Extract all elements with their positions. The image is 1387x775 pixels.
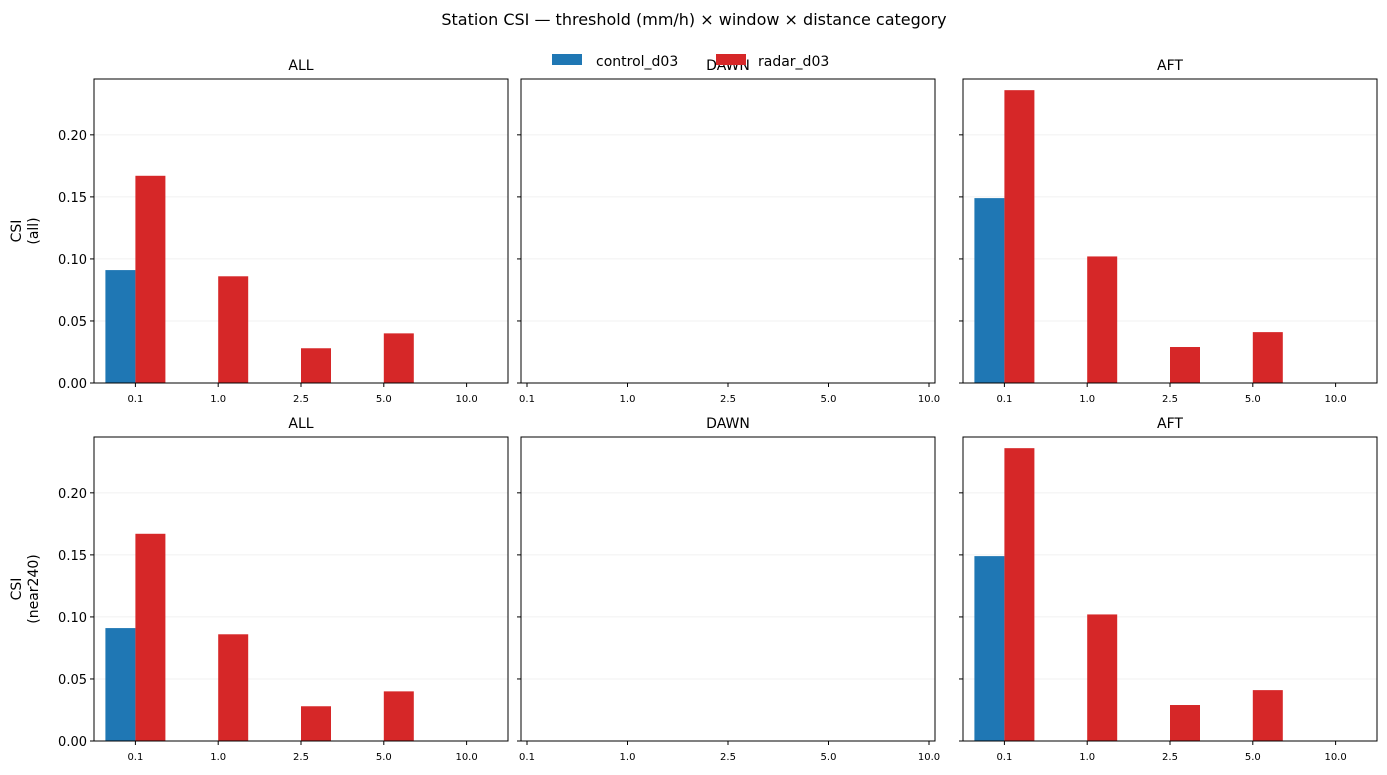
panel-1: 0.1 1.0 2.5 5.0 10.0 0.00 0.05 0.10 0.15 0.20 ALL C… [9, 58, 509, 405]
x-tick-label: 2.5 [293, 752, 309, 763]
x-tick-label: 10.0 [1324, 752, 1346, 763]
legend-swatch-control_d03 [552, 54, 582, 65]
x-tick-label: 10.0 [918, 752, 940, 763]
x-tick-label: 0.1 [127, 394, 143, 405]
y-axis-label-line: CSI [9, 578, 25, 601]
panel-6: 0.1 1.0 2.5 5.0 10.0 AFT [959, 416, 1378, 763]
x-tick-label: 5.0 [376, 394, 392, 405]
x-tick-label: 2.5 [720, 752, 736, 763]
x-tick-label: 5.0 [1245, 394, 1261, 405]
y-axis-label-line: (all) [26, 217, 42, 244]
bar-radar_d03-5.0 [383, 333, 414, 383]
legend-label-radar_d03: radar_d03 [758, 54, 829, 70]
bar-control_d03-0.1 [105, 628, 136, 741]
bar-radar_d03-2.5 [1170, 347, 1200, 383]
x-tick-label: 2.5 [1162, 394, 1178, 405]
bar-radar_d03-0.1 [135, 175, 166, 383]
panel-title: AFT [1157, 416, 1183, 432]
bar-radar_d03-0.1 [1004, 448, 1035, 741]
x-tick-label: 2.5 [293, 394, 309, 405]
panel-3: 0.1 1.0 2.5 5.0 10.0 AFT [959, 58, 1378, 405]
y-tick-label: 0.10 [58, 611, 87, 626]
y-axis-label: CSI(near240) [9, 554, 42, 623]
axes-frame [520, 78, 936, 384]
bar-radar_d03-1.0 [1087, 256, 1118, 383]
x-tick-label: 5.0 [1245, 752, 1261, 763]
y-axis-label: CSI(all) [9, 217, 42, 244]
bar-control_d03-0.1 [105, 270, 136, 383]
x-tick-label: 1.0 [210, 394, 226, 405]
x-tick-label: 1.0 [620, 752, 636, 763]
axes-frame [520, 436, 936, 742]
panel-title: AFT [1157, 58, 1183, 74]
x-tick-label: 1.0 [620, 394, 636, 405]
y-tick-label: 0.20 [58, 129, 87, 144]
x-tick-label: 10.0 [918, 394, 940, 405]
bar-radar_d03-1.0 [1087, 614, 1118, 741]
bar-radar_d03-1.0 [218, 276, 249, 383]
y-axis-label-line: CSI [9, 220, 25, 243]
y-tick-label: 0.15 [58, 191, 87, 206]
x-tick-label: 1.0 [1079, 752, 1095, 763]
y-tick-label: 0.20 [58, 487, 87, 502]
bar-radar_d03-2.5 [301, 348, 331, 383]
bar-radar_d03-1.0 [218, 634, 249, 741]
x-tick-label: 1.0 [210, 752, 226, 763]
x-tick-label: 5.0 [376, 752, 392, 763]
bar-radar_d03-0.1 [135, 533, 166, 741]
legend: control_d03 radar_d03 [552, 54, 829, 70]
panels: 0.1 1.0 2.5 5.0 10.0 0.00 0.05 0.10 0.15 0.20 ALL C… [9, 58, 1378, 763]
y-tick-label: 0.05 [58, 315, 87, 330]
x-tick-label: 0.1 [519, 394, 535, 405]
y-tick-label: 0.00 [58, 377, 87, 392]
bar-radar_d03-5.0 [383, 691, 414, 741]
bar-radar_d03-2.5 [301, 706, 331, 741]
bar-radar_d03-0.1 [1004, 90, 1035, 383]
bar-radar_d03-5.0 [1252, 690, 1283, 741]
y-tick-label: 0.10 [58, 253, 87, 268]
y-tick-label: 0.15 [58, 549, 87, 564]
x-tick-label: 0.1 [996, 394, 1012, 405]
x-tick-label: 10.0 [455, 394, 477, 405]
panel-5: 0.1 1.0 2.5 5.0 10.0 DAWN [517, 416, 940, 763]
bar-control_d03-0.1 [974, 556, 1005, 741]
legend-label-control_d03: control_d03 [596, 54, 678, 70]
panel-title: ALL [288, 416, 313, 432]
bar-control_d03-0.1 [974, 198, 1005, 383]
x-tick-label: 0.1 [519, 752, 535, 763]
panel-4: 0.1 1.0 2.5 5.0 10.0 0.00 0.05 0.10 0.15 0.20 ALL C… [9, 416, 509, 763]
y-axis-label-line: (near240) [26, 554, 42, 623]
y-tick-label: 0.00 [58, 735, 87, 750]
x-tick-label: 0.1 [127, 752, 143, 763]
figure-title: Station CSI — threshold (mm/h) × window … [441, 10, 946, 29]
x-tick-label: 5.0 [821, 752, 837, 763]
x-tick-label: 2.5 [720, 394, 736, 405]
x-tick-label: 5.0 [821, 394, 837, 405]
x-tick-label: 10.0 [455, 752, 477, 763]
panel-title: DAWN [706, 416, 750, 432]
x-tick-label: 10.0 [1324, 394, 1346, 405]
x-tick-label: 2.5 [1162, 752, 1178, 763]
bar-radar_d03-5.0 [1252, 332, 1283, 383]
bar-radar_d03-2.5 [1170, 705, 1200, 741]
x-tick-label: 0.1 [996, 752, 1012, 763]
panel-title: ALL [288, 58, 313, 74]
y-tick-label: 0.05 [58, 673, 87, 688]
x-tick-label: 1.0 [1079, 394, 1095, 405]
legend-swatch-radar_d03 [716, 54, 746, 65]
